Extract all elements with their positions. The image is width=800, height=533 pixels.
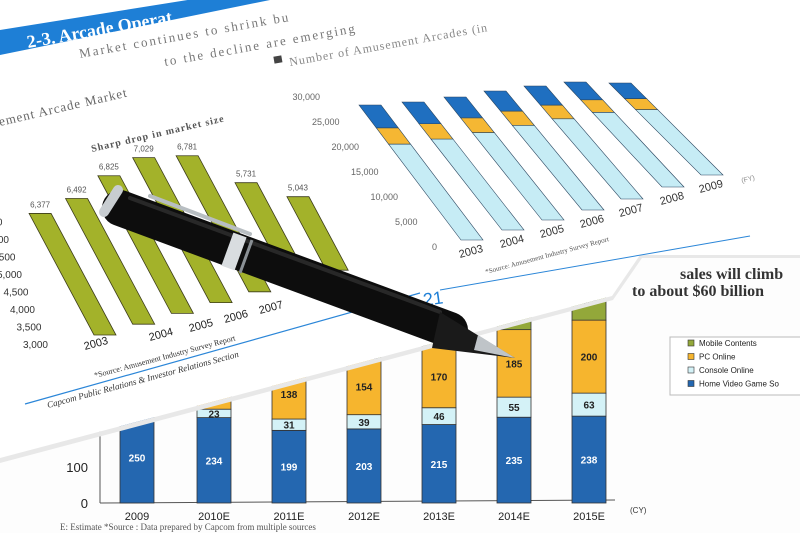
legend-swatch (687, 339, 695, 347)
x-tick: 2014E (498, 511, 530, 523)
data-label: 238 (581, 456, 598, 467)
footnote: E: Estimate *Source : Data prepared by C… (60, 522, 316, 532)
market-value-label: 6,825 (99, 163, 120, 172)
pen (99, 185, 515, 358)
market-y-tick: 3,500 (16, 323, 41, 334)
market-value-label: 5,731 (236, 170, 257, 179)
market-value-label: 6,492 (67, 186, 88, 195)
bar-segment-home-video-game (421, 424, 457, 504)
legend-swatch (687, 366, 695, 374)
pen-tip (474, 335, 515, 358)
arcade-bar-bottom (387, 143, 484, 241)
market-value-label: 5,043 (288, 184, 309, 193)
data-label: 55 (508, 403, 520, 414)
bar-segment-home-video-game (496, 416, 532, 504)
bar-segment-home-video-game (119, 411, 155, 504)
data-label: 185 (506, 359, 523, 370)
x-tick: 2013E (423, 511, 455, 523)
legend-swatch (273, 55, 283, 64)
arcade-y-tick: 25,000 (312, 117, 340, 127)
arcade-bar-bottom (430, 138, 525, 231)
arcade-bar-bottom (551, 118, 644, 200)
y-tick: 0 (81, 496, 88, 511)
market-bar (64, 198, 156, 325)
arcade-unit: (FY) (741, 175, 756, 185)
market-y-tick: 4,500 (3, 288, 28, 299)
data-label: 235 (506, 456, 523, 467)
pen-cap-end (99, 185, 123, 217)
x-tick: 2009 (125, 511, 149, 523)
market-value-label: 7,029 (134, 145, 155, 154)
arcade-bar-bottom (471, 132, 565, 221)
bar-segment-pc-online (496, 329, 532, 398)
data-label: 250 (129, 453, 146, 464)
x-tick: 2012E (348, 511, 380, 523)
data-label: 46 (433, 412, 445, 423)
bar-segment-home-video-game (196, 417, 232, 504)
data-label: 200 (581, 353, 598, 364)
x-tick: 2011E (274, 511, 305, 523)
legend-item: PC Online (699, 353, 736, 362)
data-label: 234 (206, 456, 223, 467)
pen-ring (221, 232, 247, 271)
legend-swatch (687, 380, 695, 387)
arcade-y-tick: 5,000 (395, 217, 418, 227)
bar-segment-home-video-game (571, 415, 607, 504)
data-label: 39 (358, 418, 370, 429)
x-unit: (CY) (630, 506, 647, 515)
data-label: 23 (208, 409, 220, 420)
data-label: 199 (281, 463, 298, 474)
arcade-y-tick: 0 (432, 242, 437, 252)
market-value-label: 6,377 (30, 200, 51, 209)
legend-item: Home Video Game So (699, 380, 779, 389)
data-label: 63 (583, 401, 595, 412)
data-label: 138 (281, 390, 298, 401)
headline-line1: sales will climb (680, 266, 783, 283)
bar-segment-home-video-game (271, 429, 307, 504)
legend-item: Console Online (699, 366, 754, 375)
arcade-bar-bottom (634, 109, 724, 176)
arcade-bar-bottom (591, 112, 685, 188)
pen-clip (148, 194, 252, 236)
market-value-label: 6,781 (177, 143, 198, 152)
market-y-tick: 6,500 (0, 218, 3, 229)
arcade-y-tick: 15,000 (351, 167, 379, 177)
x-tick: 2015E (573, 511, 605, 523)
legend: Mobile Contents PC Online Console Online Ho… (669, 336, 800, 396)
arcade-y-tick: 20,000 (331, 142, 359, 152)
headline-line2: to about $60 billion (632, 283, 764, 300)
market-y-tick: 4,000 (10, 305, 35, 316)
data-label: 31 (283, 421, 295, 432)
legend-swatch (687, 353, 695, 360)
market-y-tick: 6,000 (0, 235, 9, 246)
data-label: 215 (431, 460, 448, 471)
market-bar (286, 196, 349, 271)
data-label: 154 (356, 383, 373, 394)
bar-segment-home-video-game (346, 428, 382, 504)
bar-segment-pc-online (571, 319, 607, 394)
data-label: 203 (356, 462, 373, 473)
bar-segment-pc-online (421, 345, 457, 409)
section-banner (0, 0, 270, 55)
pen-barrel (102, 190, 468, 348)
market-bar (28, 213, 117, 336)
market-y-tick: 3,000 (23, 340, 48, 351)
data-label: 170 (431, 373, 448, 384)
market-y-tick: 5,500 (0, 253, 16, 264)
arcade-y-tick: 30,000 (292, 92, 320, 102)
y-tick: 100 (66, 460, 88, 475)
market-y-tick: 5,000 (0, 270, 22, 281)
arcade-bar-bottom (511, 125, 605, 211)
x-tick: 2010E (198, 511, 230, 523)
legend-item: Mobile Contents (699, 339, 757, 348)
arcade-y-tick: 10,000 (370, 192, 398, 202)
